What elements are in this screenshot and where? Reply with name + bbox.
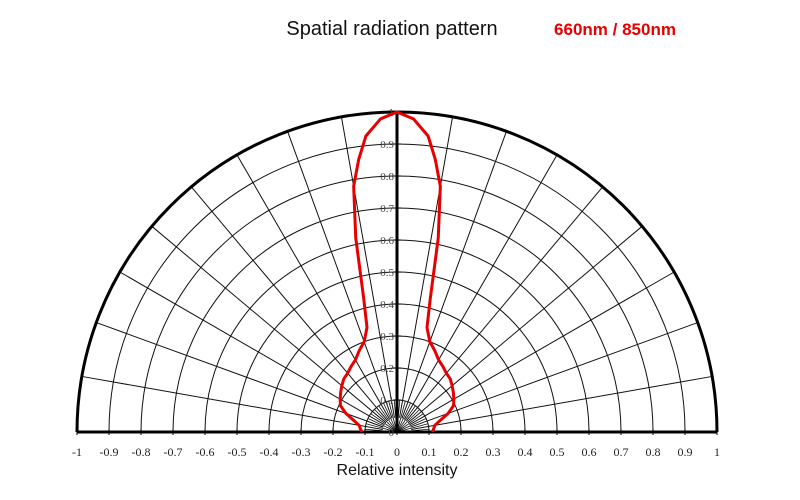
series-line	[338, 110, 456, 433]
x-tick-label: 0.7	[614, 445, 629, 459]
r-tick-label: 0	[389, 427, 395, 439]
x-tick-label: -0.5	[228, 445, 247, 459]
x-tick-label: 1	[714, 445, 720, 459]
x-tick-label: 0.9	[678, 445, 693, 459]
grid-fine-line	[370, 413, 398, 433]
x-tick-label: 0.5	[550, 445, 565, 459]
grid-angle-line	[96, 322, 384, 428]
grid-angle-line	[401, 131, 507, 419]
r-tick-label: 0.3	[380, 331, 394, 343]
grid-angle-line	[340, 116, 395, 418]
x-tick-label: 0.8	[646, 445, 661, 459]
chart-subtitle: 660nm / 850nm	[554, 20, 676, 39]
r-tick-label: 0.8	[380, 171, 394, 183]
grid-fine-line	[367, 418, 398, 433]
x-tick-label: 0.4	[518, 445, 533, 459]
x-tick-label: 0.1	[422, 445, 437, 459]
x-tick-label: 0	[394, 445, 400, 459]
grid-angle-line	[119, 271, 385, 426]
x-tick-label: 0.3	[486, 445, 501, 459]
grid-fine-line	[396, 402, 411, 433]
x-tick-label: -0.4	[260, 445, 279, 459]
grid-angle-line	[287, 131, 393, 419]
grid-angle-line	[190, 186, 389, 422]
center-axis	[393, 111, 401, 432]
grid-fine-line	[374, 409, 398, 433]
grid-angle-line	[407, 225, 643, 424]
grid-angle-line	[236, 154, 391, 420]
grid-angle-line	[399, 116, 454, 418]
grid-angle-line	[403, 154, 558, 420]
x-tick-label: -0.1	[356, 445, 375, 459]
grid-angle-line	[151, 225, 387, 424]
x-tick-label: -0.8	[132, 445, 151, 459]
grid-fine-line	[396, 413, 424, 433]
grid-fine-line	[378, 405, 398, 433]
x-tick-label: -0.7	[164, 445, 183, 459]
grid-fine-line	[396, 418, 427, 433]
x-tick-label: -0.3	[292, 445, 311, 459]
x-axis-label: Relative intensity	[337, 462, 458, 479]
x-tick-label: 0.2	[454, 445, 469, 459]
r-tick-labels: 00.10.20.30.40.50.60.70.80.91	[380, 107, 394, 439]
x-tick-label: -0.2	[324, 445, 343, 459]
x-tick-labels: -1 -0.9 -0.8 -0.7 -0.6 -0.5 -0.4 -0.3 -0.2 -0.1 0 0…	[72, 445, 720, 459]
r-tick-label: 0.2	[380, 363, 394, 375]
grid-angle-line	[409, 271, 675, 426]
grid-fine-line	[383, 402, 398, 433]
x-tick-label: 0.6	[582, 445, 597, 459]
r-tick-label: 0.7	[380, 203, 394, 215]
chart-title: Spatial radiation pattern	[286, 18, 497, 40]
grid-angle-line	[81, 375, 383, 430]
grid-angle-line	[411, 375, 713, 430]
r-tick-label: 0.5	[380, 267, 394, 279]
grid-fine-line	[396, 405, 416, 433]
r-tick-label: 0.1	[380, 395, 394, 407]
x-tick-label: -1	[72, 445, 82, 459]
r-tick-label: 0.9	[380, 139, 394, 151]
x-tick-label: -0.6	[196, 445, 215, 459]
grid-angle-line	[405, 186, 604, 422]
x-tick-label: -0.9	[100, 445, 119, 459]
r-tick-label: 0.6	[380, 235, 394, 247]
r-tick-label: 0.4	[380, 299, 394, 311]
grid-fine-line	[396, 409, 420, 433]
pattern-series	[338, 110, 456, 433]
grid-angle-line	[410, 322, 698, 428]
